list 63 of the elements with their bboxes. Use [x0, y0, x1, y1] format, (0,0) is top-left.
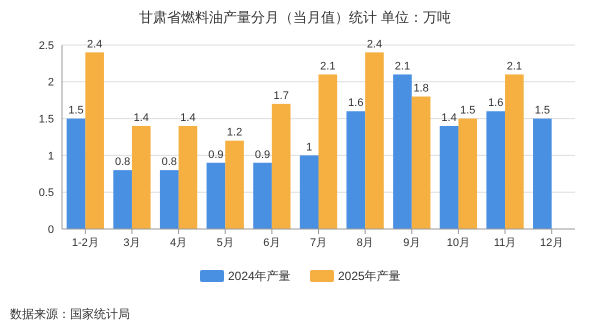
y-tick-label: 1.5	[38, 113, 54, 126]
x-tick-label: 4月	[170, 237, 188, 249]
bar	[346, 111, 366, 229]
data-label: 2.4	[86, 38, 102, 50]
chart-title: 甘肃省燃料油产量分月（当月值）统计 单位：万吨	[139, 9, 451, 25]
x-tick-label: 10月	[446, 237, 470, 249]
bar	[160, 170, 179, 229]
data-label: 2.1	[320, 60, 336, 72]
data-label: 1.5	[534, 104, 550, 117]
data-label: 1.4	[441, 112, 457, 124]
data-label: 1.6	[348, 97, 364, 110]
source-note: 数据来源：国家统计局	[10, 307, 130, 321]
bar	[132, 126, 151, 229]
y-tick-label: 0	[48, 224, 54, 236]
bar	[85, 52, 104, 229]
bar	[458, 118, 478, 229]
x-tick-label: 3月	[123, 237, 141, 249]
data-label: 2.1	[394, 60, 410, 72]
bar	[440, 126, 458, 229]
data-label: 1.2	[226, 126, 242, 139]
bar	[178, 126, 198, 229]
x-tick-label: 1-2月	[72, 237, 99, 249]
data-label: 1.6	[488, 97, 504, 110]
bar	[486, 111, 506, 229]
bar	[272, 104, 291, 229]
bar	[318, 74, 338, 229]
data-label: 0.9	[254, 148, 270, 161]
data-label: 0.8	[162, 156, 177, 168]
legend-label: 2024年产量	[228, 269, 291, 284]
y-tick-label: 2	[48, 76, 54, 89]
x-tick-label: 9月	[403, 237, 420, 249]
data-label: 1.4	[134, 112, 149, 124]
bar	[113, 170, 132, 229]
bar	[393, 74, 412, 229]
bar	[533, 118, 552, 229]
x-tick-label: 11月	[494, 237, 516, 249]
bar	[412, 96, 430, 229]
data-label: 1.4	[180, 112, 196, 124]
data-label: 0.8	[114, 156, 130, 168]
bar	[225, 140, 244, 229]
bar	[300, 155, 318, 229]
y-tick-label: 1	[48, 150, 54, 162]
data-label: 1	[306, 141, 312, 154]
legend-label: 2025年产量	[338, 269, 401, 284]
x-tick-label: 5月	[216, 237, 234, 249]
y-tick-label: 2.5	[38, 40, 54, 52]
data-label: 1.5	[68, 104, 84, 117]
x-tick-label: 12月	[540, 237, 564, 249]
bar	[505, 74, 524, 229]
data-label: 2.1	[506, 60, 522, 72]
bar	[66, 118, 86, 229]
x-tick-label: 7月	[310, 237, 328, 249]
bar	[206, 162, 226, 229]
data-label: 1.7	[274, 90, 289, 102]
x-tick-label: 6月	[263, 237, 280, 249]
data-label: 0.9	[208, 148, 224, 161]
y-tick-label: 0.5	[38, 187, 54, 200]
data-label: 1.8	[413, 82, 429, 95]
x-tick-label: 8月	[356, 237, 374, 249]
data-label: 2.4	[366, 38, 382, 50]
bar	[253, 162, 272, 229]
data-label: 1.5	[460, 104, 476, 117]
bar	[365, 52, 384, 229]
